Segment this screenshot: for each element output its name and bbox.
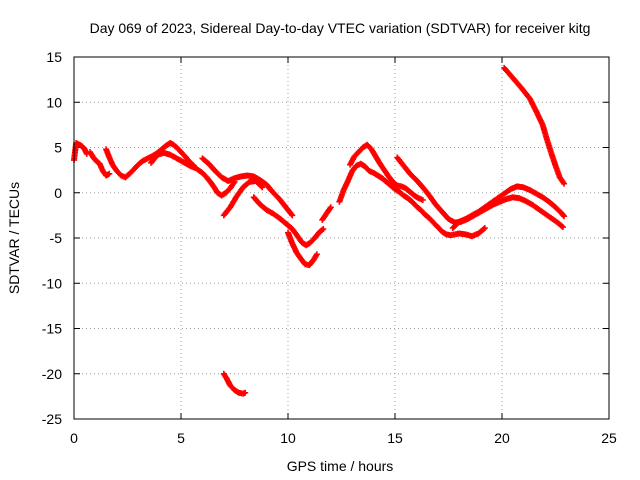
series-arc-o xyxy=(220,370,249,397)
chart-title: Day 069 of 2023, Sidereal Day-to-day VTE… xyxy=(90,20,591,36)
data-point xyxy=(561,213,568,220)
grid xyxy=(74,57,609,419)
data-point xyxy=(558,223,565,230)
plot-border xyxy=(73,56,610,420)
series-arc-k xyxy=(347,141,426,203)
data-point xyxy=(320,225,327,232)
series-arc-l xyxy=(394,154,566,231)
x-axis-label: GPS time / hours xyxy=(287,458,394,474)
data-point xyxy=(313,251,320,258)
data-point xyxy=(419,196,426,203)
data-point xyxy=(106,170,113,177)
data-point xyxy=(259,184,266,191)
series-arc-b xyxy=(87,149,113,179)
data-point xyxy=(258,183,265,190)
series-arc-n xyxy=(501,64,568,187)
series-arc-m xyxy=(449,183,568,232)
y-tick-label: -5 xyxy=(50,230,63,246)
data-point xyxy=(288,211,295,218)
series-arc-e xyxy=(199,155,296,219)
data-point xyxy=(327,204,334,211)
data-series xyxy=(71,64,568,397)
series-arc-g xyxy=(250,194,327,249)
data-point xyxy=(480,225,487,232)
y-tick-label: 10 xyxy=(46,94,62,110)
data-point xyxy=(559,224,566,231)
series-arc-d xyxy=(148,149,238,199)
x-tick-label: 20 xyxy=(494,430,510,446)
data-point xyxy=(289,212,296,219)
data-point xyxy=(242,389,249,396)
y-axis-label: SDTVAR / TECUs xyxy=(6,182,22,294)
series-arc-h xyxy=(285,229,320,269)
axis-ticks: 0 5 10 15 20 25 -25 -20 -15 -10 -5 0 5 10 15 xyxy=(42,49,617,446)
y-tick-label: -15 xyxy=(42,321,62,337)
data-point xyxy=(561,180,568,187)
data-point xyxy=(481,225,488,232)
series-arc-i xyxy=(319,204,334,223)
y-tick-label: -10 xyxy=(42,275,62,291)
x-tick-label: 15 xyxy=(387,430,403,446)
series-arc-f xyxy=(220,177,266,219)
y-tick-label: -20 xyxy=(42,366,62,382)
x-tick-label: 5 xyxy=(177,430,185,446)
y-tick-label: 5 xyxy=(54,140,62,156)
y-tick-label: 15 xyxy=(46,49,62,65)
data-point xyxy=(319,226,326,233)
x-tick-label: 0 xyxy=(70,430,78,446)
y-tick-label: 0 xyxy=(54,185,62,201)
series-arc-j xyxy=(336,160,488,240)
x-tick-label: 10 xyxy=(280,430,296,446)
x-tick-label: 25 xyxy=(601,430,617,446)
y-tick-label: -25 xyxy=(42,411,62,427)
